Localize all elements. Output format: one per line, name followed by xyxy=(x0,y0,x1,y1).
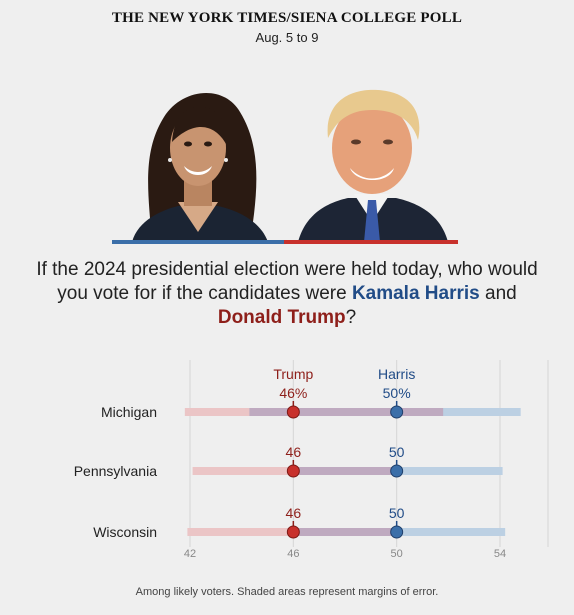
state-label: Pennsylvania xyxy=(74,463,157,479)
footnote: Among likely voters. Shaded areas repres… xyxy=(135,586,439,598)
x-tick-label: 42 xyxy=(184,548,196,560)
harris-color-bar xyxy=(112,240,284,244)
state-label: Wisconsin xyxy=(93,524,157,540)
trump-name-highlight: Donald Trump xyxy=(217,307,346,328)
poll-header: THE NEW YORK TIMES/SIENA COLLEGE POLL Au… xyxy=(0,10,574,45)
poll-question: If the 2024 presidential election were h… xyxy=(30,258,544,330)
question-text-and: and xyxy=(479,283,517,304)
trump-dot xyxy=(286,405,300,419)
harris-dot xyxy=(390,405,404,419)
harris-column-header: Harris xyxy=(378,366,415,382)
x-tick-label: 50 xyxy=(391,548,403,560)
question-text-start: If the 2024 presidential election were h… xyxy=(36,259,538,304)
trump-value-label: 46 xyxy=(286,505,302,521)
harris-value-label: 50% xyxy=(383,385,411,401)
trump-column-header: Trump xyxy=(273,366,313,382)
harris-value-label: 50 xyxy=(389,505,405,521)
trump-dot xyxy=(286,464,300,478)
question-text-end: ? xyxy=(345,307,357,328)
overlap-error-band xyxy=(290,467,400,475)
harris-dot xyxy=(390,464,404,478)
harris-value-label: 50 xyxy=(389,444,405,460)
trump-portrait xyxy=(284,82,458,242)
state-label: Michigan xyxy=(101,404,157,420)
harris-dot xyxy=(390,525,404,539)
poll-title: THE NEW YORK TIMES/SIENA COLLEGE POLL xyxy=(111,10,463,26)
trump-dot xyxy=(286,525,300,539)
dot-plot-svg: 42 46 50 54 Michigan Trump Harris 46% 50% Pennsyl… xyxy=(74,360,549,560)
trump-color-bar xyxy=(284,240,458,244)
overlap-error-band xyxy=(249,408,444,416)
x-tick-label: 54 xyxy=(494,548,506,560)
trump-value-label: 46 xyxy=(286,444,302,460)
candidate-portraits xyxy=(112,82,458,246)
harris-name-highlight: Kamala Harris xyxy=(351,283,480,304)
trump-value-label: 46% xyxy=(279,385,307,401)
x-tick-label: 46 xyxy=(287,548,299,560)
harris-portrait xyxy=(112,82,284,242)
poll-date: Aug. 5 to 9 xyxy=(255,30,319,45)
state-poll-chart: 42 46 50 54 Michigan Trump Harris 46% 50% Pennsyl… xyxy=(0,355,574,595)
overlap-error-band xyxy=(288,528,402,536)
